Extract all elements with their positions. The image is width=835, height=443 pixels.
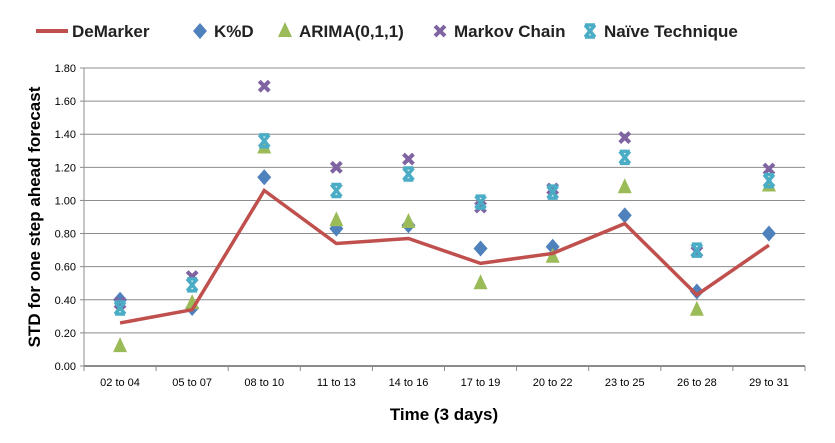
y-tick-label: 0.80 xyxy=(55,229,76,241)
legend-label-markov-chain: Markov Chain xyxy=(454,22,565,41)
data-point-markov-chain xyxy=(402,152,415,166)
data-point-na-ve-technique xyxy=(330,182,343,199)
x-axis-title: Time (3 days) xyxy=(390,405,498,424)
data-point-na-ve-technique xyxy=(618,149,632,166)
data-point-na-ve-technique xyxy=(546,184,559,200)
x-tick-label: 26 to 28 xyxy=(677,377,717,389)
x-tick-label: 17 to 19 xyxy=(461,377,501,389)
legend-swatch-k-d xyxy=(193,23,207,39)
x-tick-label: 11 to 13 xyxy=(317,377,356,389)
legend-swatch-na-ve-technique xyxy=(583,23,597,39)
data-point-arima-0-1-1 xyxy=(689,300,704,316)
x-tick-label: 20 to 22 xyxy=(533,377,573,389)
data-point-arima-0-1-1 xyxy=(401,212,416,228)
data-point-markov-chain xyxy=(329,160,343,174)
data-point-na-ve-technique xyxy=(690,242,704,258)
y-tick-label: 0.20 xyxy=(55,328,76,340)
data-point-arima-0-1-1 xyxy=(473,274,488,290)
y-tick-label: 0.40 xyxy=(55,295,76,307)
data-point-na-ve-technique xyxy=(185,277,199,293)
y-tick-label: 1.20 xyxy=(55,162,76,174)
data-point-k-d xyxy=(473,240,488,257)
data-point-arima-0-1-1 xyxy=(545,247,560,263)
data-point-na-ve-technique xyxy=(402,166,415,182)
data-point-k-d xyxy=(689,283,704,300)
legend-swatch-markov-chain xyxy=(433,24,447,38)
data-point-k-d xyxy=(761,225,776,242)
data-point-k-d xyxy=(617,207,632,224)
x-tick-label: 05 to 07 xyxy=(172,377,212,389)
data-point-na-ve-technique xyxy=(474,194,487,210)
data-point-na-ve-technique xyxy=(762,172,776,189)
x-tick-label: 29 to 31 xyxy=(749,377,789,389)
data-point-na-ve-technique xyxy=(257,133,271,149)
data-point-k-d xyxy=(257,169,272,186)
x-tick-label: 08 to 10 xyxy=(244,377,284,389)
data-point-markov-chain xyxy=(257,79,271,93)
y-tick-label: 1.60 xyxy=(55,96,76,108)
data-point-arima-0-1-1 xyxy=(617,178,632,194)
legend-swatch-arima-0-1-1 xyxy=(278,22,292,37)
x-tick-label: 23 to 25 xyxy=(605,377,645,389)
data-point-arima-0-1-1 xyxy=(329,211,344,227)
x-tick-label: 02 to 04 xyxy=(100,377,140,389)
x-tick-label: 14 to 16 xyxy=(389,377,429,389)
y-tick-label: 0.60 xyxy=(55,262,76,274)
legend-label-arima-0-1-1: ARIMA(0,1,1) xyxy=(299,22,404,41)
y-tick-label: 1.80 xyxy=(55,63,76,75)
data-point-na-ve-technique xyxy=(113,300,127,316)
y-tick-label: 1.40 xyxy=(55,129,76,141)
legend-label-na-ve-technique: Naïve Technique xyxy=(604,22,738,41)
y-tick-label: 1.00 xyxy=(55,195,76,207)
data-point-markov-chain xyxy=(762,162,776,176)
legend-label-k-d: K%D xyxy=(214,22,254,41)
series-line-demarker xyxy=(119,187,770,325)
data-point-markov-chain xyxy=(618,131,632,144)
y-axis-title: STD for one step ahead forecast xyxy=(25,86,44,347)
data-point-arima-0-1-1 xyxy=(113,337,128,353)
legend-label-demarker: DeMarker xyxy=(72,22,150,41)
y-tick-label: 0.00 xyxy=(55,361,76,373)
